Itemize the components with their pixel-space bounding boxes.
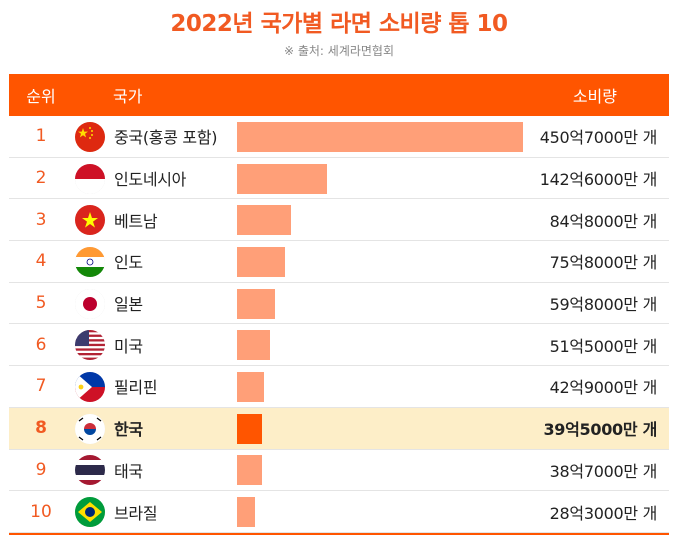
rank-number: 9: [35, 459, 47, 480]
table-row: 1 중국(홍콩 포함) 450억7000만 개: [9, 116, 669, 158]
rank-number: 10: [30, 501, 52, 522]
country-name: 브라질: [114, 503, 158, 523]
rank-number: 2: [35, 168, 47, 189]
consumption-value: 51억5000만 개: [549, 336, 658, 356]
rank-number: 5: [35, 293, 47, 314]
country-name: 태국: [114, 461, 143, 481]
header-country: 국가: [113, 87, 143, 106]
china-flag-icon: [75, 121, 105, 152]
consumption-bar: [237, 288, 275, 319]
country-name: 인도: [114, 253, 143, 273]
country-name: 필리핀: [114, 378, 158, 398]
consumption-bar: [237, 246, 286, 277]
source-note: ※ 출처: 세계라면협회: [283, 44, 395, 58]
rank-number: 3: [35, 209, 47, 230]
header-amount: 소비량: [572, 87, 617, 106]
table-row: 2 인도네시아 142억6000만 개: [9, 158, 669, 200]
table-header: 순위 국가 소비량: [9, 74, 669, 116]
table-row: 4 인도 75억8000만 개: [9, 241, 669, 283]
table-row: 6 미국 51억5000만 개: [9, 324, 669, 367]
country-name: 미국: [114, 336, 143, 356]
thailand-flag-icon: [75, 455, 105, 486]
rank-number: 1: [35, 126, 47, 147]
consumption-value: 38억7000만 개: [549, 461, 658, 481]
japan-flag-icon: [75, 288, 105, 319]
consumption-bar: [237, 497, 255, 528]
country-name: 한국: [114, 420, 143, 440]
consumption-value: 84억8000만 개: [549, 211, 658, 231]
consumption-bar: [237, 121, 523, 152]
chart-title: 2022년 국가별 라면 소비량 톱 10: [170, 11, 508, 37]
table-row: 10 브라질 28억3000만 개: [9, 491, 669, 533]
vietnam-flag-icon: [75, 205, 105, 236]
rank-number: 8: [35, 418, 47, 439]
consumption-bar: [237, 163, 328, 194]
rank-number: 7: [35, 376, 47, 397]
rank-number: 6: [35, 334, 47, 355]
consumption-bar: [237, 330, 270, 361]
consumption-value: 75억8000만 개: [549, 253, 658, 273]
country-name: 일본: [114, 295, 143, 315]
table-row: 3 베트남 84억8000만 개: [9, 199, 669, 242]
consumption-value: 450억7000만 개: [539, 128, 658, 148]
korea-flag-icon: [75, 413, 105, 444]
consumption-bar: [237, 455, 262, 486]
consumption-bar: [237, 413, 263, 444]
brazil-flag-icon: [75, 497, 105, 528]
country-name: 인도네시아: [114, 170, 187, 190]
table-row: 5 일본 59억8000만 개: [9, 283, 669, 325]
table-row: 8 한국 39억5000만 개: [9, 407, 669, 450]
table-bottom-border: [9, 533, 669, 535]
consumption-bar: [237, 205, 291, 236]
country-name: 중국(홍콩 포함): [114, 128, 218, 148]
consumption-value: 59억8000만 개: [549, 295, 658, 315]
consumption-value: 39억5000만 개: [543, 420, 657, 440]
consumption-bar: [237, 371, 265, 402]
rank-number: 4: [35, 251, 47, 272]
table-row: 7 필리핀 42억9000만 개: [9, 366, 669, 408]
philippines-flag-icon: [75, 371, 105, 402]
usa-flag-icon: [75, 330, 105, 361]
consumption-value: 28억3000만 개: [549, 503, 658, 523]
country-name: 베트남: [114, 211, 158, 231]
india-flag-icon: [75, 246, 105, 277]
ranking-table: 1 중국(홍콩 포함) 450억7000만 개 2 인도네시아 142억6000만 개 3 베…: [9, 116, 669, 533]
header-rank: 순위: [26, 87, 56, 106]
consumption-value: 42억9000만 개: [549, 378, 658, 398]
indonesia-flag-icon: [75, 163, 105, 194]
consumption-value: 142억6000만 개: [539, 170, 658, 190]
table-row: 9 태국 38억7000만 개: [9, 450, 669, 492]
